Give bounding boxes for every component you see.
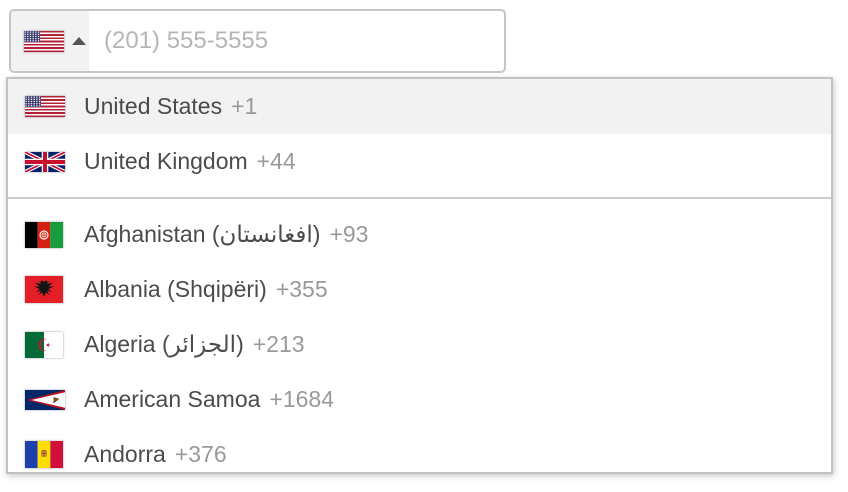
dial-code: +1: [231, 93, 258, 119]
arrow-up-icon: [72, 37, 86, 45]
country-name: Andorra: [84, 441, 166, 467]
ad-flag-icon: [25, 441, 63, 468]
us-flag-icon: [24, 30, 64, 52]
country-option-andorra[interactable]: Andorra +376: [8, 427, 831, 472]
af-flag-icon: [25, 221, 63, 248]
country-name: United Kingdom: [84, 148, 248, 174]
dial-code: +1684: [269, 386, 335, 412]
dz-flag-icon: [25, 331, 63, 358]
country-dropdown-list: United States +1 United Kingdom +44: [6, 77, 833, 474]
country-option-united-kingdom[interactable]: United Kingdom +44: [8, 134, 831, 189]
country-option-american-samoa[interactable]: American Samoa +1684: [8, 372, 831, 427]
al-flag-icon: [25, 276, 63, 303]
country-option-united-states[interactable]: United States +1: [8, 79, 831, 134]
dial-code: +376: [174, 441, 227, 467]
country-name: Albania (Shqipëri): [84, 276, 267, 302]
dial-code: +44: [256, 148, 296, 174]
country-name: American Samoa: [84, 386, 261, 412]
country-name: Afghanistan (افغانستان): [84, 221, 321, 247]
country-option-algeria[interactable]: Algeria (الجزائر) +213: [8, 317, 831, 372]
phone-input-container: [9, 9, 506, 73]
gb-flag-icon: [25, 151, 65, 172]
as-flag-icon: [25, 389, 65, 410]
dial-code: +213: [252, 331, 305, 357]
country-option-albania[interactable]: Albania (Shqipëri) +355: [8, 262, 831, 317]
dial-code: +93: [329, 221, 369, 247]
country-option-afghanistan[interactable]: Afghanistan (افغانستان) +93: [8, 207, 831, 262]
country-name: Algeria (الجزائر): [84, 331, 244, 357]
dial-code: +355: [275, 276, 328, 302]
preferred-countries-divider: [8, 197, 831, 199]
phone-number-input[interactable]: [9, 9, 506, 73]
us-flag-icon: [25, 96, 65, 117]
country-name: United States: [84, 93, 223, 119]
selected-country-button[interactable]: [11, 11, 89, 71]
